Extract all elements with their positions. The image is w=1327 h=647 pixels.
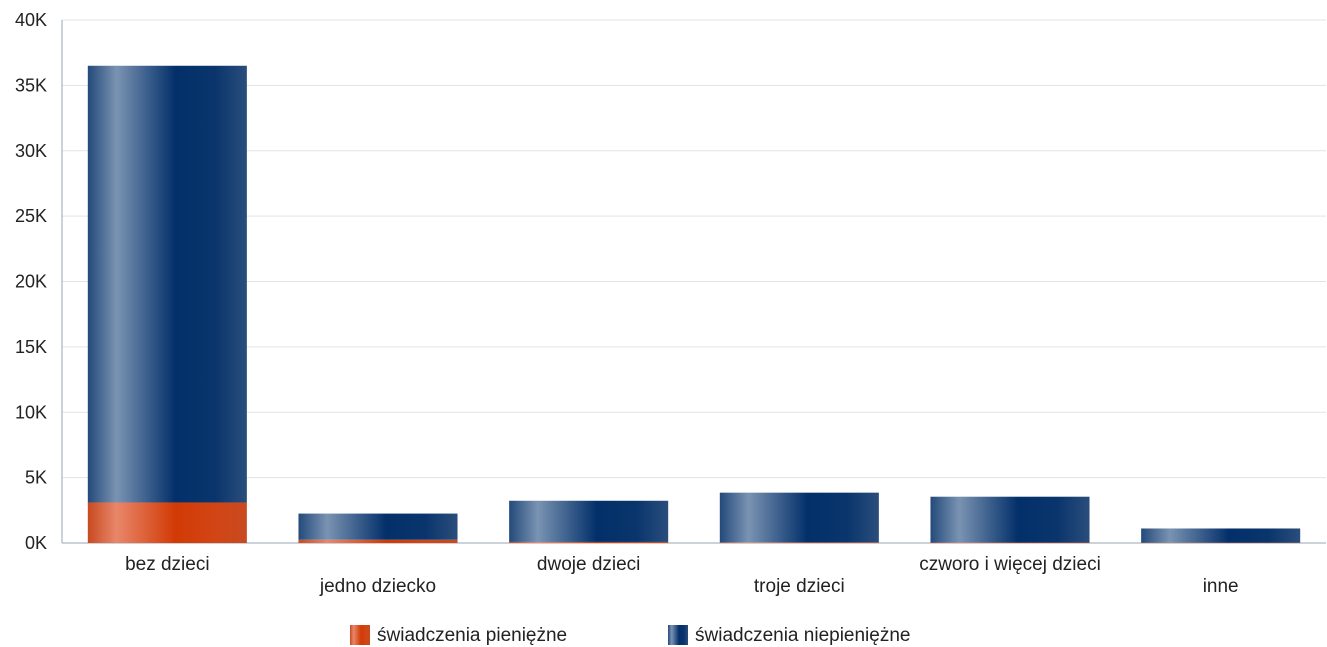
legend-swatch[interactable] (668, 625, 688, 645)
y-tick-label: 30K (15, 141, 47, 161)
bar-segment-niepieniezne[interactable] (930, 496, 1090, 543)
y-tick-label: 25K (15, 206, 47, 226)
labels: 0K 5K 10K 15K 20K 25K 30K 35K 40K bez dzieci jedno… (15, 10, 1239, 597)
y-tick-label: 40K (15, 10, 47, 30)
legend-label[interactable]: świadczenia pieniężne (377, 625, 567, 646)
y-tick-label: 15K (15, 337, 47, 357)
bar-segment-pieniezne[interactable] (87, 502, 247, 543)
y-tick-label: 35K (15, 75, 47, 95)
x-category-label: troje dzieci (754, 576, 845, 597)
x-category-label: bez dzieci (125, 554, 210, 575)
legend-swatch[interactable] (350, 625, 370, 645)
x-category-label: dwoje dzieci (537, 554, 641, 575)
bar-segment-pieniezne[interactable] (509, 541, 669, 543)
bar-segment-niepieniezne[interactable] (719, 492, 879, 543)
bar-segment-pieniezne[interactable] (930, 542, 1090, 543)
bar-segment-pieniezne[interactable] (719, 542, 879, 543)
y-tick-label: 0K (25, 533, 47, 553)
x-category-label: jedno dziecko (319, 576, 436, 597)
bar-segment-pieniezne[interactable] (298, 539, 458, 543)
y-tick-label: 5K (25, 468, 47, 488)
y-tick-label: 10K (15, 402, 47, 422)
bar-segment-niepieniezne[interactable] (1141, 528, 1301, 543)
x-category-label: inne (1203, 576, 1239, 597)
x-category-label: czworo i więcej dzieci (919, 554, 1101, 575)
gridlines (62, 19, 1326, 479)
bar-segment-niepieniezne[interactable] (509, 500, 669, 542)
axes (61, 20, 1326, 544)
y-tick-label: 20K (15, 272, 47, 292)
bar-segment-niepieniezne[interactable] (298, 513, 458, 540)
legend-label[interactable]: świadczenia niepieniężne (695, 625, 910, 646)
bars (87, 65, 1301, 543)
bar-segment-niepieniezne[interactable] (87, 65, 247, 503)
legend: świadczenia pieniężne świadczenia niepien… (350, 625, 910, 646)
